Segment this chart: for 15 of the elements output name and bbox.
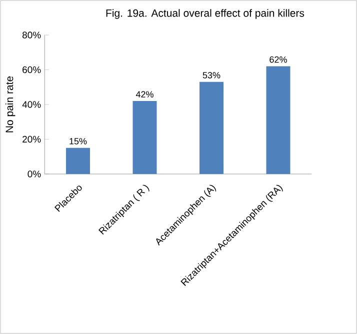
y-tick-label: 0%	[28, 170, 41, 178]
data-label: 53%	[202, 72, 220, 78]
chart-title: Fig. 19a. Actual overal effect of pain killers	[106, 9, 304, 19]
data-label: 15%	[70, 138, 87, 144]
bar	[66, 148, 90, 174]
bar	[266, 66, 290, 174]
data-label: 62%	[270, 56, 287, 63]
bar	[132, 101, 157, 174]
data-label: 42%	[136, 91, 154, 98]
y-tick-label: 80%	[22, 32, 41, 38]
bar	[199, 82, 224, 174]
y-axis-title: No pain rate	[5, 76, 16, 132]
y-tick-label: 60%	[22, 66, 41, 74]
y-tick-label: 20%	[22, 136, 41, 143]
y-tick-label: 40%	[22, 101, 41, 108]
